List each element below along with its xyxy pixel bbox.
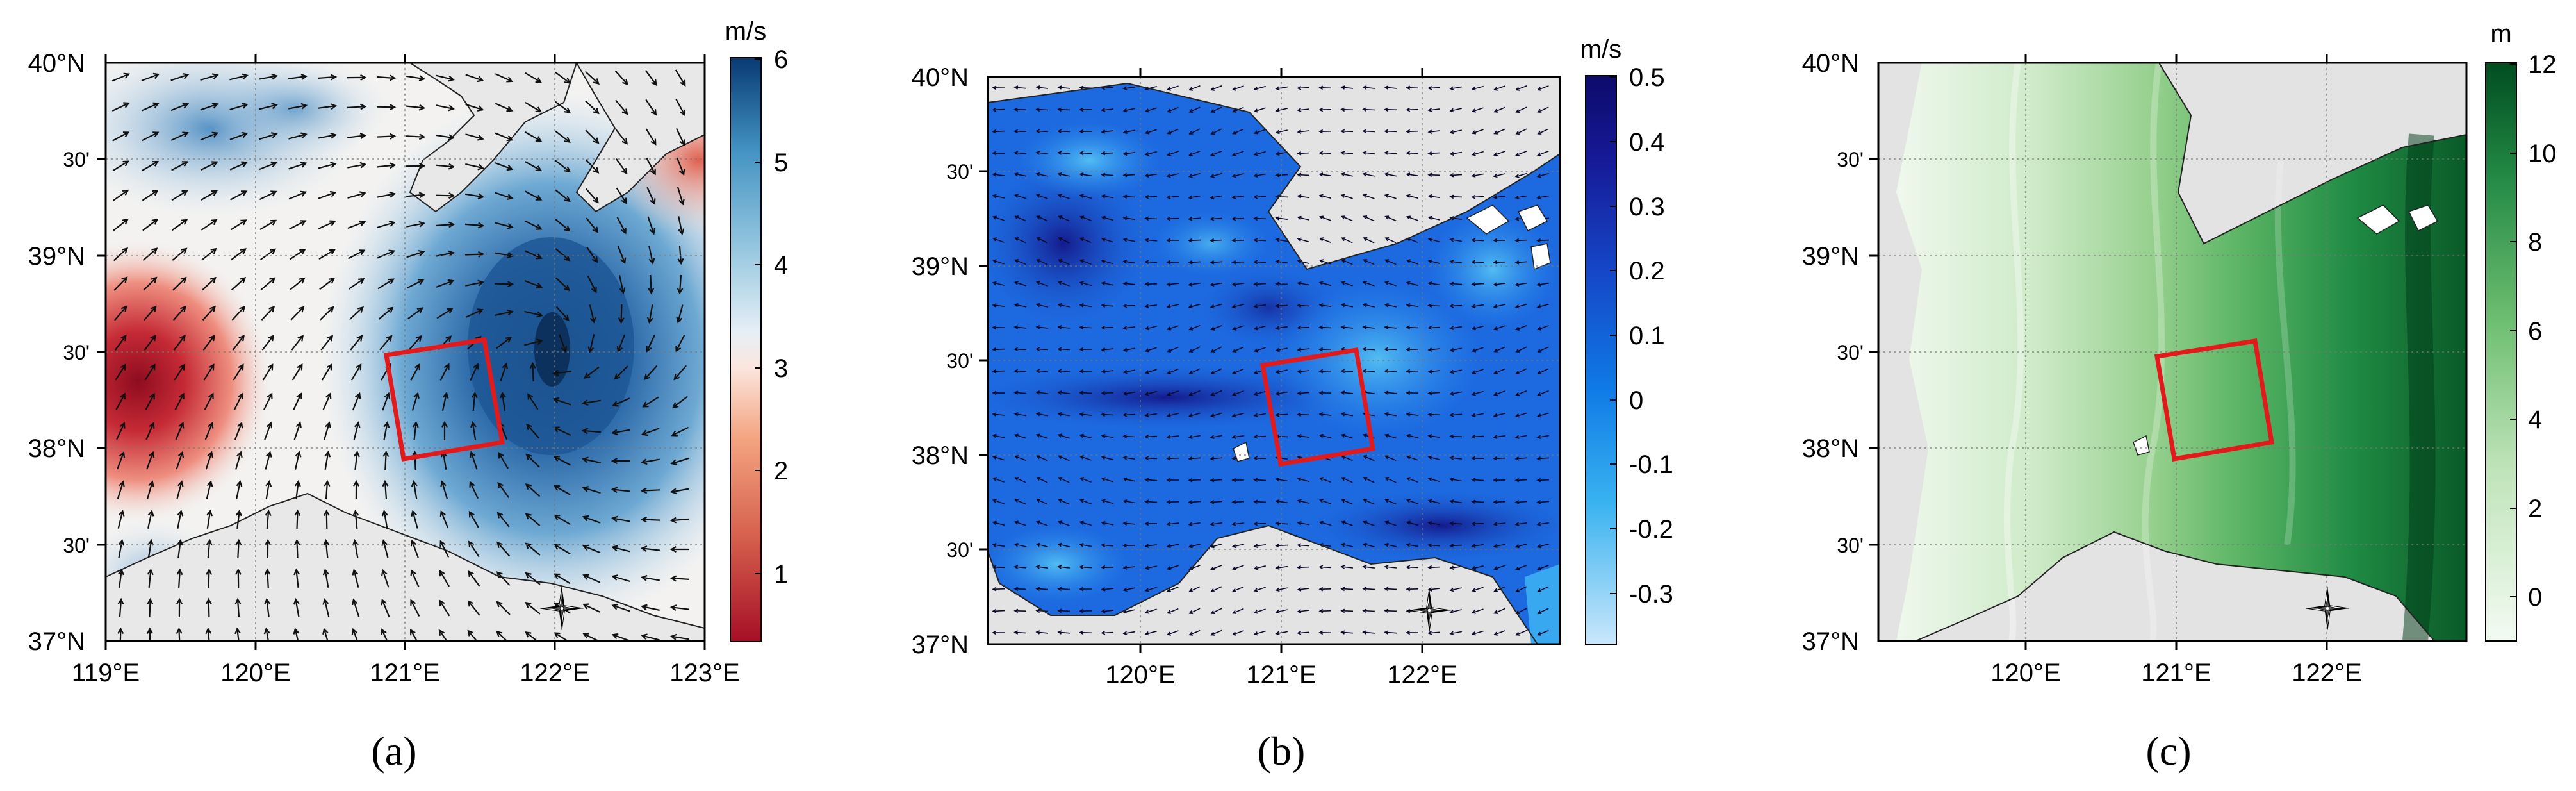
lat-tick-label: 40°N: [912, 63, 969, 92]
colorbar-tick-label: 5: [774, 149, 788, 177]
lon-tick-label: 122°E: [1387, 661, 1457, 689]
colorbar-tick-label: 2: [774, 457, 788, 485]
panel-a-label: (a): [371, 728, 416, 774]
colorbar-tick-label: 2: [2528, 495, 2542, 523]
colorbar-tick-label: 0.2: [1629, 257, 1665, 285]
panel-c-colorbar: m 12 10 8 6 4 2 0: [2485, 20, 2557, 642]
lon-tick-label: 120°E: [1105, 661, 1175, 689]
colorbar-tick-label: 6: [2528, 317, 2542, 346]
panel-a-lat-labels: 40°N 30' 39°N 30' 38°N 30' 37°N: [28, 49, 90, 656]
colorbar-unit: m/s: [1580, 35, 1621, 63]
colorbar-tick-label: 0.3: [1629, 193, 1665, 221]
lat-tick-label: 38°N: [912, 442, 969, 470]
lat-tick-label: 30': [63, 534, 90, 557]
lat-tick-label: 30': [1837, 534, 1864, 557]
colorbar-tick-label: 8: [2528, 228, 2542, 256]
panel-a-wind-vectors: [111, 69, 690, 641]
colorbar-tick-label: 10: [2528, 140, 2557, 168]
colorbar-unit: m/s: [725, 17, 766, 46]
panel-b-lon-labels: 120°E 121°E 122°E: [1105, 661, 1457, 689]
panel-c-lon-labels: 120°E 121°E 122°E: [1990, 659, 2361, 687]
lon-tick-label: 121°E: [370, 659, 439, 687]
panel-b-lat-labels: 40°N 30' 39°N 30' 38°N 30' 37°N: [912, 63, 973, 659]
lat-tick-label: 30': [1837, 341, 1864, 364]
lon-tick-label: 123°E: [669, 659, 739, 687]
panel-a-land-north: [575, 63, 705, 213]
colorbar-tick-label: 3: [774, 354, 788, 383]
lat-tick-label: 30': [946, 538, 973, 562]
lon-tick-label: 121°E: [1246, 661, 1316, 689]
lon-tick-label: 121°E: [2141, 659, 2211, 687]
lat-tick-label: 30': [1837, 148, 1864, 171]
panel-c-label: (c): [2145, 728, 2191, 774]
lat-tick-label: 37°N: [1802, 628, 1859, 656]
panel-c-lat-labels: 40°N 30' 39°N 30' 38°N 30' 37°N: [1802, 49, 1864, 656]
colorbar-tick-label: 0.5: [1629, 63, 1665, 92]
colorbar-tick-label: 6: [774, 46, 788, 74]
lat-tick-label: 39°N: [28, 242, 85, 271]
panel-c-ticks: [1869, 54, 2328, 650]
panel-c: 40°N 30' 39°N 30' 38°N 30' 37°N 120°E 12…: [1802, 20, 2557, 774]
lat-tick-label: 40°N: [1802, 49, 1859, 78]
lat-tick-label: 30': [946, 160, 973, 183]
colorbar-tick-label: -0.1: [1629, 451, 1673, 479]
panel-b-ticks: [979, 68, 1423, 653]
panel-b-colorbar: m/s 0.5 0.4 0.3 0.2 0.1 0 -0.1 -0.2 -0.3: [1580, 35, 1673, 645]
lat-tick-label: 40°N: [28, 49, 85, 78]
lat-tick-label: 30': [946, 349, 973, 372]
panel-a-land-liaodong: [409, 63, 578, 213]
lon-tick-label: 120°E: [1990, 659, 2060, 687]
lat-tick-label: 30': [63, 148, 90, 171]
colorbar-tick-label: 1: [774, 560, 788, 588]
colorbar-tick-label: 0.1: [1629, 322, 1665, 350]
lat-tick-label: 39°N: [1802, 242, 1859, 271]
lat-tick-label: 30': [63, 341, 90, 364]
colorbar-tick-label: 4: [2528, 406, 2542, 434]
panel-c-study-area-box: [2154, 338, 2275, 462]
lat-tick-label: 37°N: [912, 631, 969, 659]
panel-b-label: (b): [1258, 728, 1306, 774]
colorbar-tick-label: 0: [2528, 583, 2542, 612]
lat-tick-label: 38°N: [28, 435, 85, 463]
panel-a-colorbar: m/s 6 5 4 3 2 1: [725, 17, 788, 642]
colorbar-tick-label: 0.4: [1629, 128, 1665, 156]
colorbar-tick-label: 0: [1629, 387, 1643, 415]
panel-b-study-area-box: [1259, 347, 1376, 467]
colorbar-tick-label: 4: [774, 251, 788, 279]
panel-a: 40°N 30' 39°N 30' 38°N 30' 37°N 119°E 12…: [28, 17, 789, 774]
panel-b-current-vectors: [992, 85, 1550, 636]
lat-tick-label: 38°N: [1802, 435, 1859, 463]
panel-a-lon-labels: 119°E 120°E 121°E 122°E 123°E: [72, 659, 740, 687]
colorbar-tick-label: -0.2: [1629, 515, 1673, 544]
colorbar-tick-label: 12: [2528, 51, 2557, 79]
colorbar-unit: m: [2490, 20, 2511, 48]
lon-tick-label: 122°E: [520, 659, 589, 687]
colorbar-tick-label: -0.3: [1629, 580, 1673, 608]
panel-b: 40°N 30' 39°N 30' 38°N 30' 37°N 120°E 12…: [912, 35, 1673, 774]
lon-tick-label: 122°E: [2292, 659, 2361, 687]
lat-tick-label: 39°N: [912, 253, 969, 281]
lon-tick-label: 120°E: [220, 659, 290, 687]
lat-tick-label: 37°N: [28, 628, 85, 656]
panel-a-study-area-box: [383, 337, 505, 462]
panel-a-ticks: [97, 54, 706, 650]
lon-tick-label: 119°E: [72, 659, 140, 687]
